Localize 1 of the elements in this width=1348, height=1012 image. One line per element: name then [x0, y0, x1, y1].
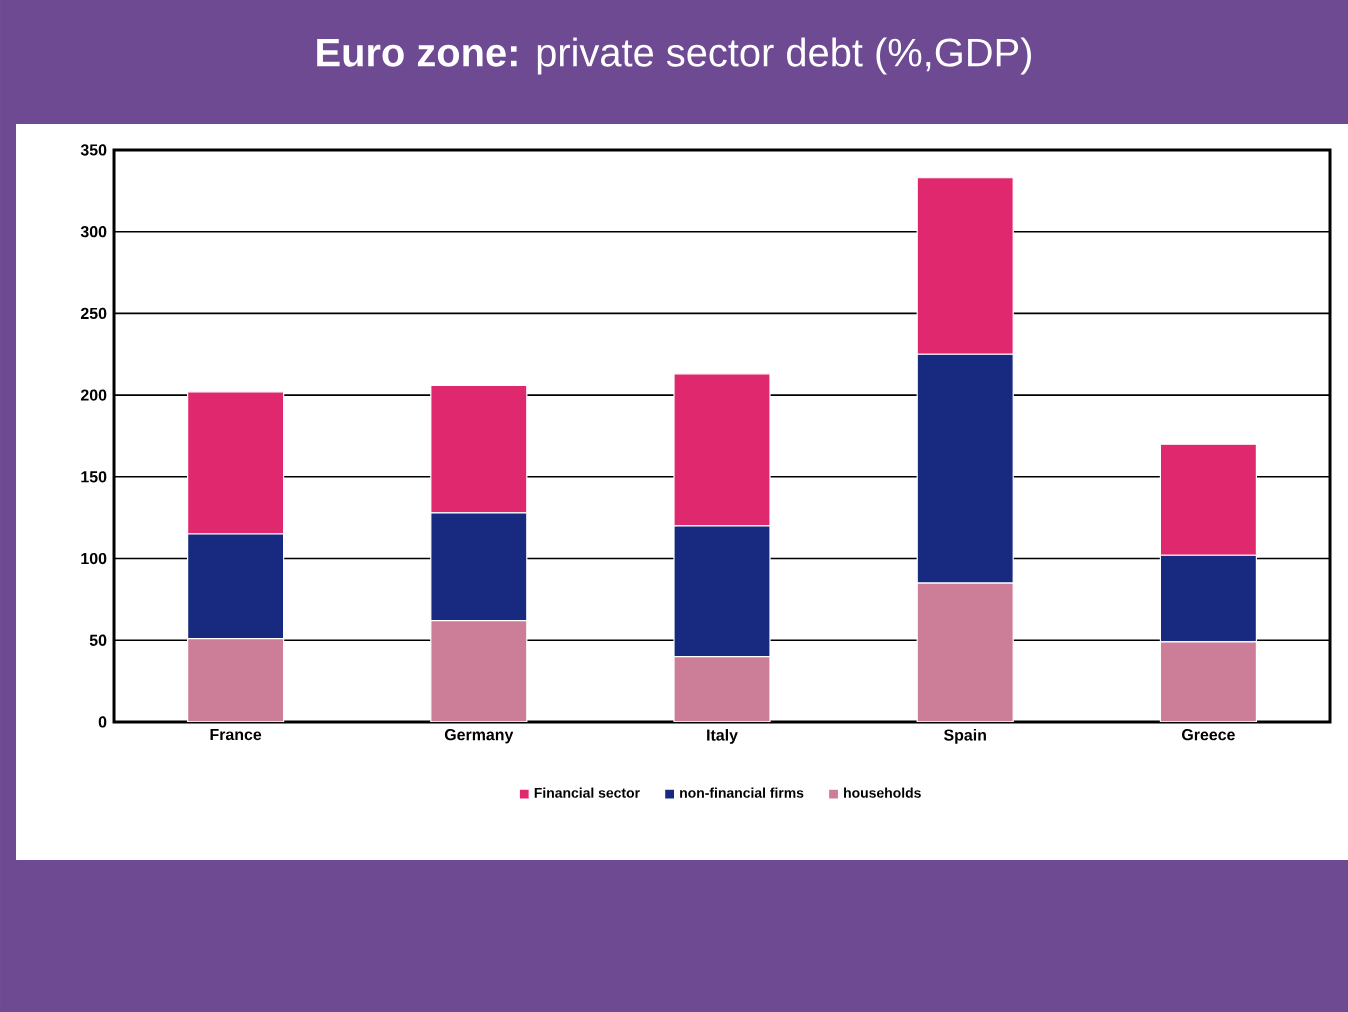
- chart-title: Euro zone: private sector debt (%,GDP): [317, 37, 1031, 75]
